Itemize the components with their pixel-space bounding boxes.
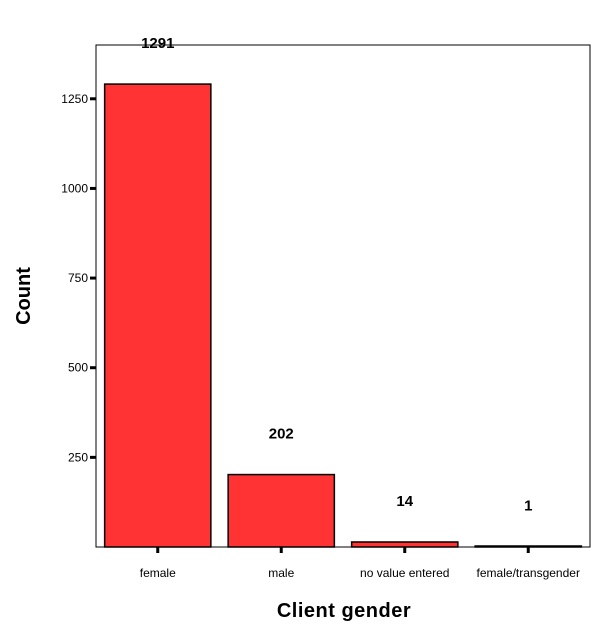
y-tick-label: 750 xyxy=(68,271,88,285)
y-tick-label: 1250 xyxy=(61,92,88,106)
bar-female-transgender xyxy=(474,545,583,548)
data-label: 1291 xyxy=(141,35,174,52)
x-axis-ticks: female male no value entered female/transge… xyxy=(140,547,580,580)
bars xyxy=(103,83,583,548)
x-tick-label: male xyxy=(268,566,294,580)
y-tick-label: 500 xyxy=(68,361,88,375)
y-axis-title: Count xyxy=(13,267,35,325)
y-tick-label: 250 xyxy=(68,450,88,464)
bar-male xyxy=(227,473,336,548)
data-labels: 1291 202 14 1 xyxy=(141,35,532,515)
data-label: 14 xyxy=(396,493,413,510)
x-tick-label: female xyxy=(140,566,176,580)
x-axis-title: Client gender xyxy=(277,600,411,622)
data-label: 1 xyxy=(524,498,532,515)
y-tick-label: 1000 xyxy=(61,181,88,195)
data-label: 202 xyxy=(269,426,294,443)
bar-no-value-entered xyxy=(350,541,459,548)
x-tick-label: female/transgender xyxy=(477,566,580,580)
y-axis-ticks: 250 500 750 1000 1250 xyxy=(61,92,96,464)
x-tick-label: no value entered xyxy=(360,566,449,580)
bar-female xyxy=(103,83,212,548)
